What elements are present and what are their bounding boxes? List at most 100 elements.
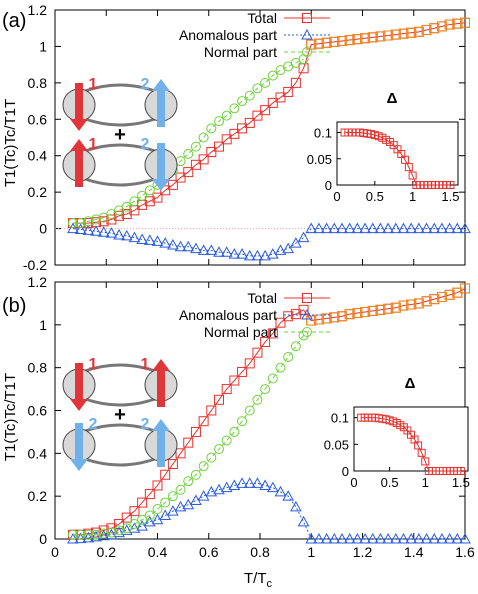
inset-x-tick-label: 1.5 — [452, 475, 470, 490]
total-point — [421, 25, 432, 36]
x-tick-label: 1.6 — [455, 544, 475, 560]
panel-a: (a) -0.2 0 0.2 0.4 0.6 0.8 1 1.2 T1(Tc)Tc/T1T Tota… — [2, 2, 471, 273]
normal-point — [267, 373, 278, 384]
anomalous-point — [428, 222, 441, 234]
spin-arrow-head — [152, 359, 170, 371]
y-tick-label: 0.6 — [28, 403, 48, 419]
total-point — [167, 179, 178, 190]
anomalous-point — [305, 222, 318, 234]
spin-arrow-shaft — [157, 143, 165, 179]
orbital-label: 2 — [141, 136, 150, 153]
total-point — [129, 506, 140, 517]
series-line — [72, 58, 304, 224]
total-point — [183, 167, 194, 178]
anomalous-point — [297, 515, 310, 527]
anomalous-point — [236, 477, 248, 488]
anomalous-point — [351, 222, 364, 234]
anomalous-point — [359, 532, 371, 544]
normal-point — [298, 330, 309, 341]
anomalous-point — [420, 222, 433, 234]
spin-arrow-head — [152, 179, 170, 191]
anomalous-point — [359, 222, 371, 234]
total-point — [244, 358, 255, 369]
orbital-label: 2 — [141, 416, 150, 433]
inset-title: Δ — [387, 90, 398, 107]
anomalous-point — [389, 222, 402, 234]
inset-gap-chart: Δ 0 0.05 0.1 0 0.5 1 1.5 — [307, 90, 460, 204]
inset-gap-point — [417, 448, 426, 457]
total-point — [260, 105, 271, 116]
total-point — [360, 306, 371, 317]
anomalous-point — [428, 532, 441, 544]
anomalous-point — [343, 222, 356, 234]
legend-label-total: Total — [247, 10, 277, 26]
normal-point — [237, 96, 248, 107]
bond-arc — [84, 177, 156, 187]
total-point — [321, 313, 332, 324]
spin-arrow-head — [152, 419, 170, 431]
total-point — [275, 317, 286, 328]
total-point — [267, 97, 278, 108]
anomalous-point — [405, 532, 418, 544]
y-tick-label: 0.4 — [28, 445, 48, 461]
legend-label-normal-part: Normal part — [204, 44, 277, 60]
total-point — [98, 525, 109, 536]
normal-point — [144, 510, 155, 521]
total-point — [121, 512, 132, 523]
anomalous-point — [282, 242, 295, 254]
anomalous-point — [320, 222, 333, 234]
normal-point — [214, 116, 224, 127]
normal-point — [229, 103, 240, 114]
y-tick-label: 1 — [39, 317, 47, 333]
spin-arrow-shaft — [75, 423, 83, 459]
bond-arc — [84, 397, 156, 407]
total-point — [114, 210, 125, 221]
orbital-label: 2 — [141, 76, 150, 93]
anomalous-point — [297, 231, 310, 243]
anomalous-point — [82, 224, 95, 235]
anomalous-point — [197, 244, 210, 255]
normal-point — [260, 77, 271, 88]
anomalous-point — [228, 479, 241, 490]
inset-gap-point — [421, 457, 430, 466]
total-point — [375, 31, 386, 42]
spin-arrow-shaft — [157, 91, 165, 127]
anomalous-point — [313, 532, 325, 544]
total-point — [167, 459, 178, 470]
y-axis-label: T1(Tc)Tc/T1T — [2, 373, 19, 461]
normal-point — [67, 529, 78, 540]
spin-arrow-head — [70, 399, 88, 411]
anomalous-point — [74, 532, 87, 544]
x-axis-label: T/Tc — [244, 570, 273, 590]
anomalous-point — [243, 477, 256, 488]
total-point — [160, 469, 171, 480]
legend-label-total: Total — [247, 290, 277, 306]
normal-point — [190, 141, 201, 152]
anomalous-point — [336, 532, 348, 544]
normal-point — [206, 123, 217, 134]
normal-point — [75, 529, 86, 540]
y-tick-label: 0.6 — [28, 111, 48, 127]
total-point — [429, 23, 440, 34]
x-tick-label: 0 — [51, 544, 59, 560]
inset-gap-line — [344, 132, 451, 186]
anomalous-point — [228, 248, 241, 259]
legend-label-anomalous-part: Anomalous part — [179, 27, 277, 43]
total-point — [352, 308, 363, 319]
normal-point — [244, 90, 255, 101]
anomalous-point — [174, 500, 187, 512]
anomalous-point — [143, 234, 156, 245]
total-point — [313, 38, 324, 49]
anomalous-point — [113, 228, 125, 240]
total-point — [214, 141, 224, 152]
normal-point — [137, 514, 148, 525]
total-point — [306, 315, 317, 326]
total-point — [306, 39, 317, 50]
total-point — [237, 366, 248, 377]
anomalous-point — [351, 532, 364, 544]
normal-point — [252, 394, 263, 405]
series-normal-part — [67, 330, 309, 540]
series-total-above-tc — [306, 283, 470, 326]
anomalous-point — [220, 481, 233, 493]
